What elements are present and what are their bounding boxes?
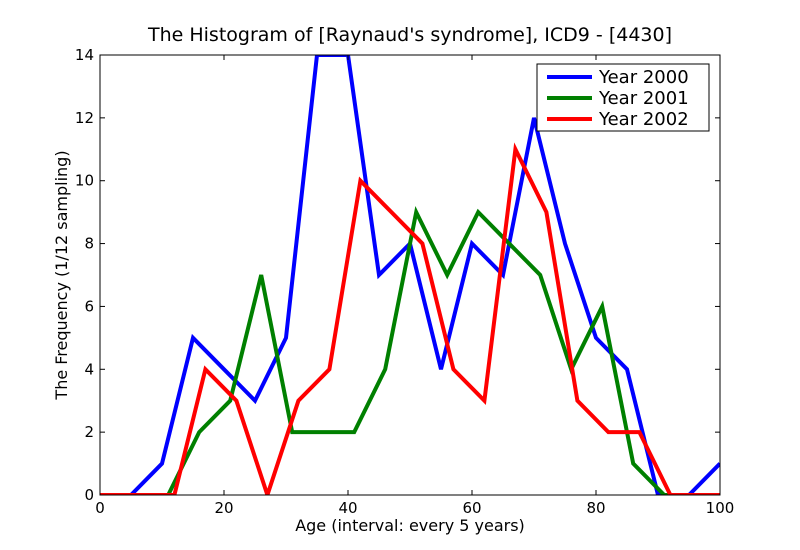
y-tick-label: 8	[84, 235, 94, 253]
plot-frame	[99, 54, 721, 496]
legend-label: Year 2002	[598, 109, 689, 130]
y-tick-label: 2	[84, 423, 94, 441]
x-axis-label: Age (interval: every 5 years)	[295, 516, 525, 535]
legend-label: Year 2001	[598, 88, 689, 109]
x-tick-label: 60	[462, 499, 481, 517]
y-tick-label: 14	[75, 46, 94, 64]
y-axis-label: The Frequency (1/12 sampling)	[52, 150, 71, 400]
x-tick-label: 80	[586, 499, 605, 517]
y-tick-label: 12	[75, 109, 94, 127]
plot-area: 0 20 40 60 80 100 0 2 4 6 8 10 12 14	[75, 46, 734, 517]
x-tick-label: 40	[338, 499, 357, 517]
series-line-year-2002	[100, 142, 720, 495]
x-tick-label: 0	[95, 499, 105, 517]
y-tick-label: 10	[75, 172, 94, 190]
y-tick-label: 0	[84, 486, 94, 504]
series-line-year-2001	[100, 205, 720, 495]
legend-label: Year 2000	[598, 67, 689, 88]
y-tick-label: 6	[84, 297, 94, 315]
chart-title: The Histogram of [Raynaud's syndrome], I…	[147, 24, 672, 46]
y-tick-label: 4	[84, 360, 94, 378]
x-tick-label: 100	[706, 499, 735, 517]
x-tick-label: 20	[214, 499, 233, 517]
series-lines	[100, 55, 720, 495]
